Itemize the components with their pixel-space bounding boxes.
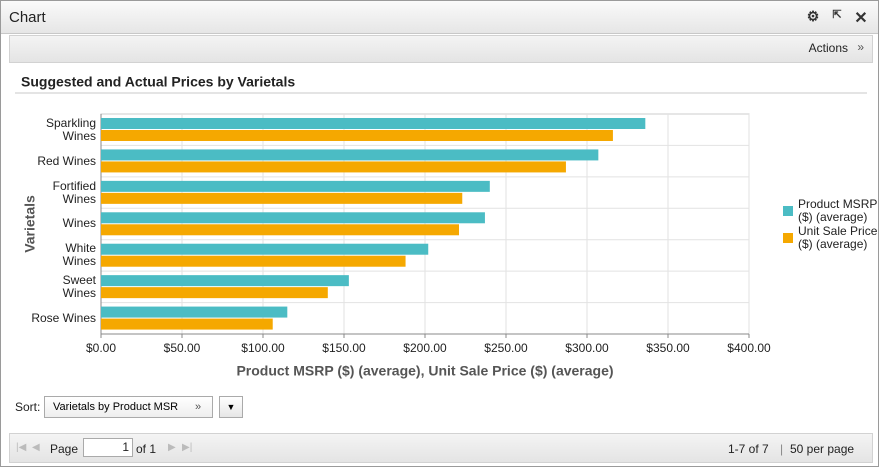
y-tick-label: Fortified Wines <box>52 178 96 206</box>
y-tick-label: Rose Wines <box>31 310 96 325</box>
prev-page-button[interactable]: ◀ <box>32 442 40 453</box>
per-page[interactable]: 50 per page <box>790 442 855 456</box>
window-title: Chart <box>9 9 46 26</box>
page-count: of 1 <box>136 442 157 456</box>
sort-select[interactable]: Varietals by Product MSR » <box>44 396 213 418</box>
next-page-button[interactable]: ▶ <box>168 442 176 453</box>
bar <box>101 306 288 318</box>
separator: | <box>780 442 784 456</box>
bar <box>101 180 490 192</box>
settings-button[interactable]: ⚙ <box>806 8 820 24</box>
window-header <box>1 1 878 34</box>
bar <box>101 192 463 204</box>
x-axis-label: Product MSRP ($) (average), Unit Sale Pr… <box>236 363 613 379</box>
chart-title: Suggested and Actual Prices by Varietals <box>21 74 295 90</box>
page-input[interactable]: 1 <box>83 438 133 457</box>
bar <box>101 161 566 173</box>
y-tick-label: Wines <box>62 216 96 231</box>
bar <box>101 243 429 255</box>
x-tick-label: $0.00 <box>86 341 116 355</box>
pager: |◀ ◀ Page 1 of 1 ▶ ▶| 1-7 of 7 | 50 per … <box>9 433 873 463</box>
sort-arrow: » <box>195 401 202 413</box>
y-tick-label: Sparkling Wines <box>45 115 96 143</box>
maximize-button[interactable]: ⇱ <box>832 9 842 21</box>
bar <box>101 287 328 299</box>
sort-direction-button[interactable]: ▼ <box>219 396 243 418</box>
bar <box>101 212 485 224</box>
actions-arrow[interactable]: » <box>857 40 864 54</box>
y-axis-label: Varietals <box>22 195 38 253</box>
y-tick-label: Sweet Wines <box>62 272 96 300</box>
x-tick-label: $100.00 <box>241 341 285 355</box>
x-tick-label: $350.00 <box>646 341 690 355</box>
bar <box>101 149 599 161</box>
legend-label: Product MSRP ($) (average) <box>798 197 878 224</box>
bar <box>101 224 460 236</box>
bar <box>101 118 646 129</box>
bar <box>101 275 349 287</box>
record-range: 1-7 of 7 <box>728 442 769 456</box>
last-page-button[interactable]: ▶| <box>182 442 193 453</box>
y-tick-label: Red Wines <box>37 153 96 168</box>
bar <box>101 130 613 141</box>
x-tick-label: $150.00 <box>322 341 366 355</box>
sort-label: Sort: <box>15 400 41 414</box>
x-tick-label: $250.00 <box>484 341 528 355</box>
legend-swatch <box>783 206 793 216</box>
toolbar <box>9 35 873 63</box>
sort-value: Varietals by Product MSR <box>53 401 179 413</box>
bar <box>101 318 273 330</box>
first-page-button[interactable]: |◀ <box>16 442 27 453</box>
x-tick-label: $300.00 <box>565 341 609 355</box>
y-tick-label: White Wines <box>62 241 96 269</box>
legend-label: Unit Sale Price ($) (average) <box>798 224 878 251</box>
x-tick-label: $400.00 <box>727 341 771 355</box>
x-tick-label: $200.00 <box>403 341 447 355</box>
legend-swatch <box>783 233 793 243</box>
actions-menu[interactable]: Actions <box>808 41 848 55</box>
bar <box>101 255 406 267</box>
close-button[interactable]: ✕ <box>854 10 868 27</box>
x-tick-label: $50.00 <box>164 341 201 355</box>
page-label: Page <box>50 442 79 456</box>
